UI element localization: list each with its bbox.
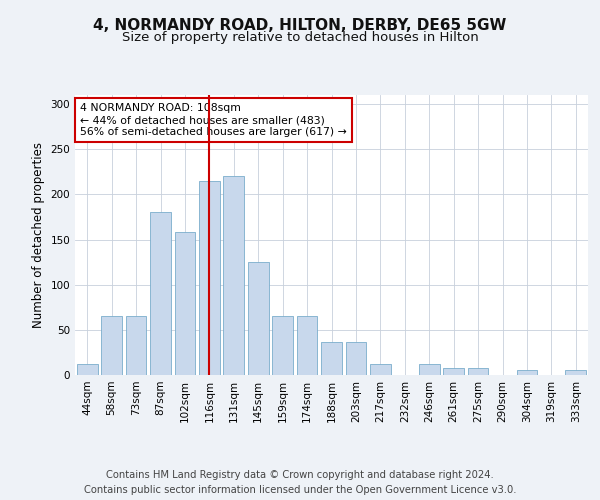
Bar — [77, 364, 98, 375]
Bar — [199, 181, 220, 375]
Bar — [419, 364, 440, 375]
Bar — [296, 316, 317, 375]
Bar — [223, 176, 244, 375]
Text: 4 NORMANDY ROAD: 108sqm
← 44% of detached houses are smaller (483)
56% of semi-d: 4 NORMANDY ROAD: 108sqm ← 44% of detache… — [80, 104, 347, 136]
Y-axis label: Number of detached properties: Number of detached properties — [32, 142, 45, 328]
Text: Contains HM Land Registry data © Crown copyright and database right 2024.
Contai: Contains HM Land Registry data © Crown c… — [84, 470, 516, 495]
Bar — [517, 370, 538, 375]
Bar — [443, 368, 464, 375]
Text: Size of property relative to detached houses in Hilton: Size of property relative to detached ho… — [122, 31, 478, 44]
Bar — [272, 316, 293, 375]
Bar — [150, 212, 171, 375]
Text: 4, NORMANDY ROAD, HILTON, DERBY, DE65 5GW: 4, NORMANDY ROAD, HILTON, DERBY, DE65 5G… — [94, 18, 506, 32]
Bar — [248, 262, 269, 375]
Bar — [467, 368, 488, 375]
Bar — [175, 232, 196, 375]
Bar — [346, 342, 367, 375]
Bar — [321, 342, 342, 375]
Bar — [370, 364, 391, 375]
Bar — [101, 316, 122, 375]
Bar — [565, 370, 586, 375]
Bar — [125, 316, 146, 375]
